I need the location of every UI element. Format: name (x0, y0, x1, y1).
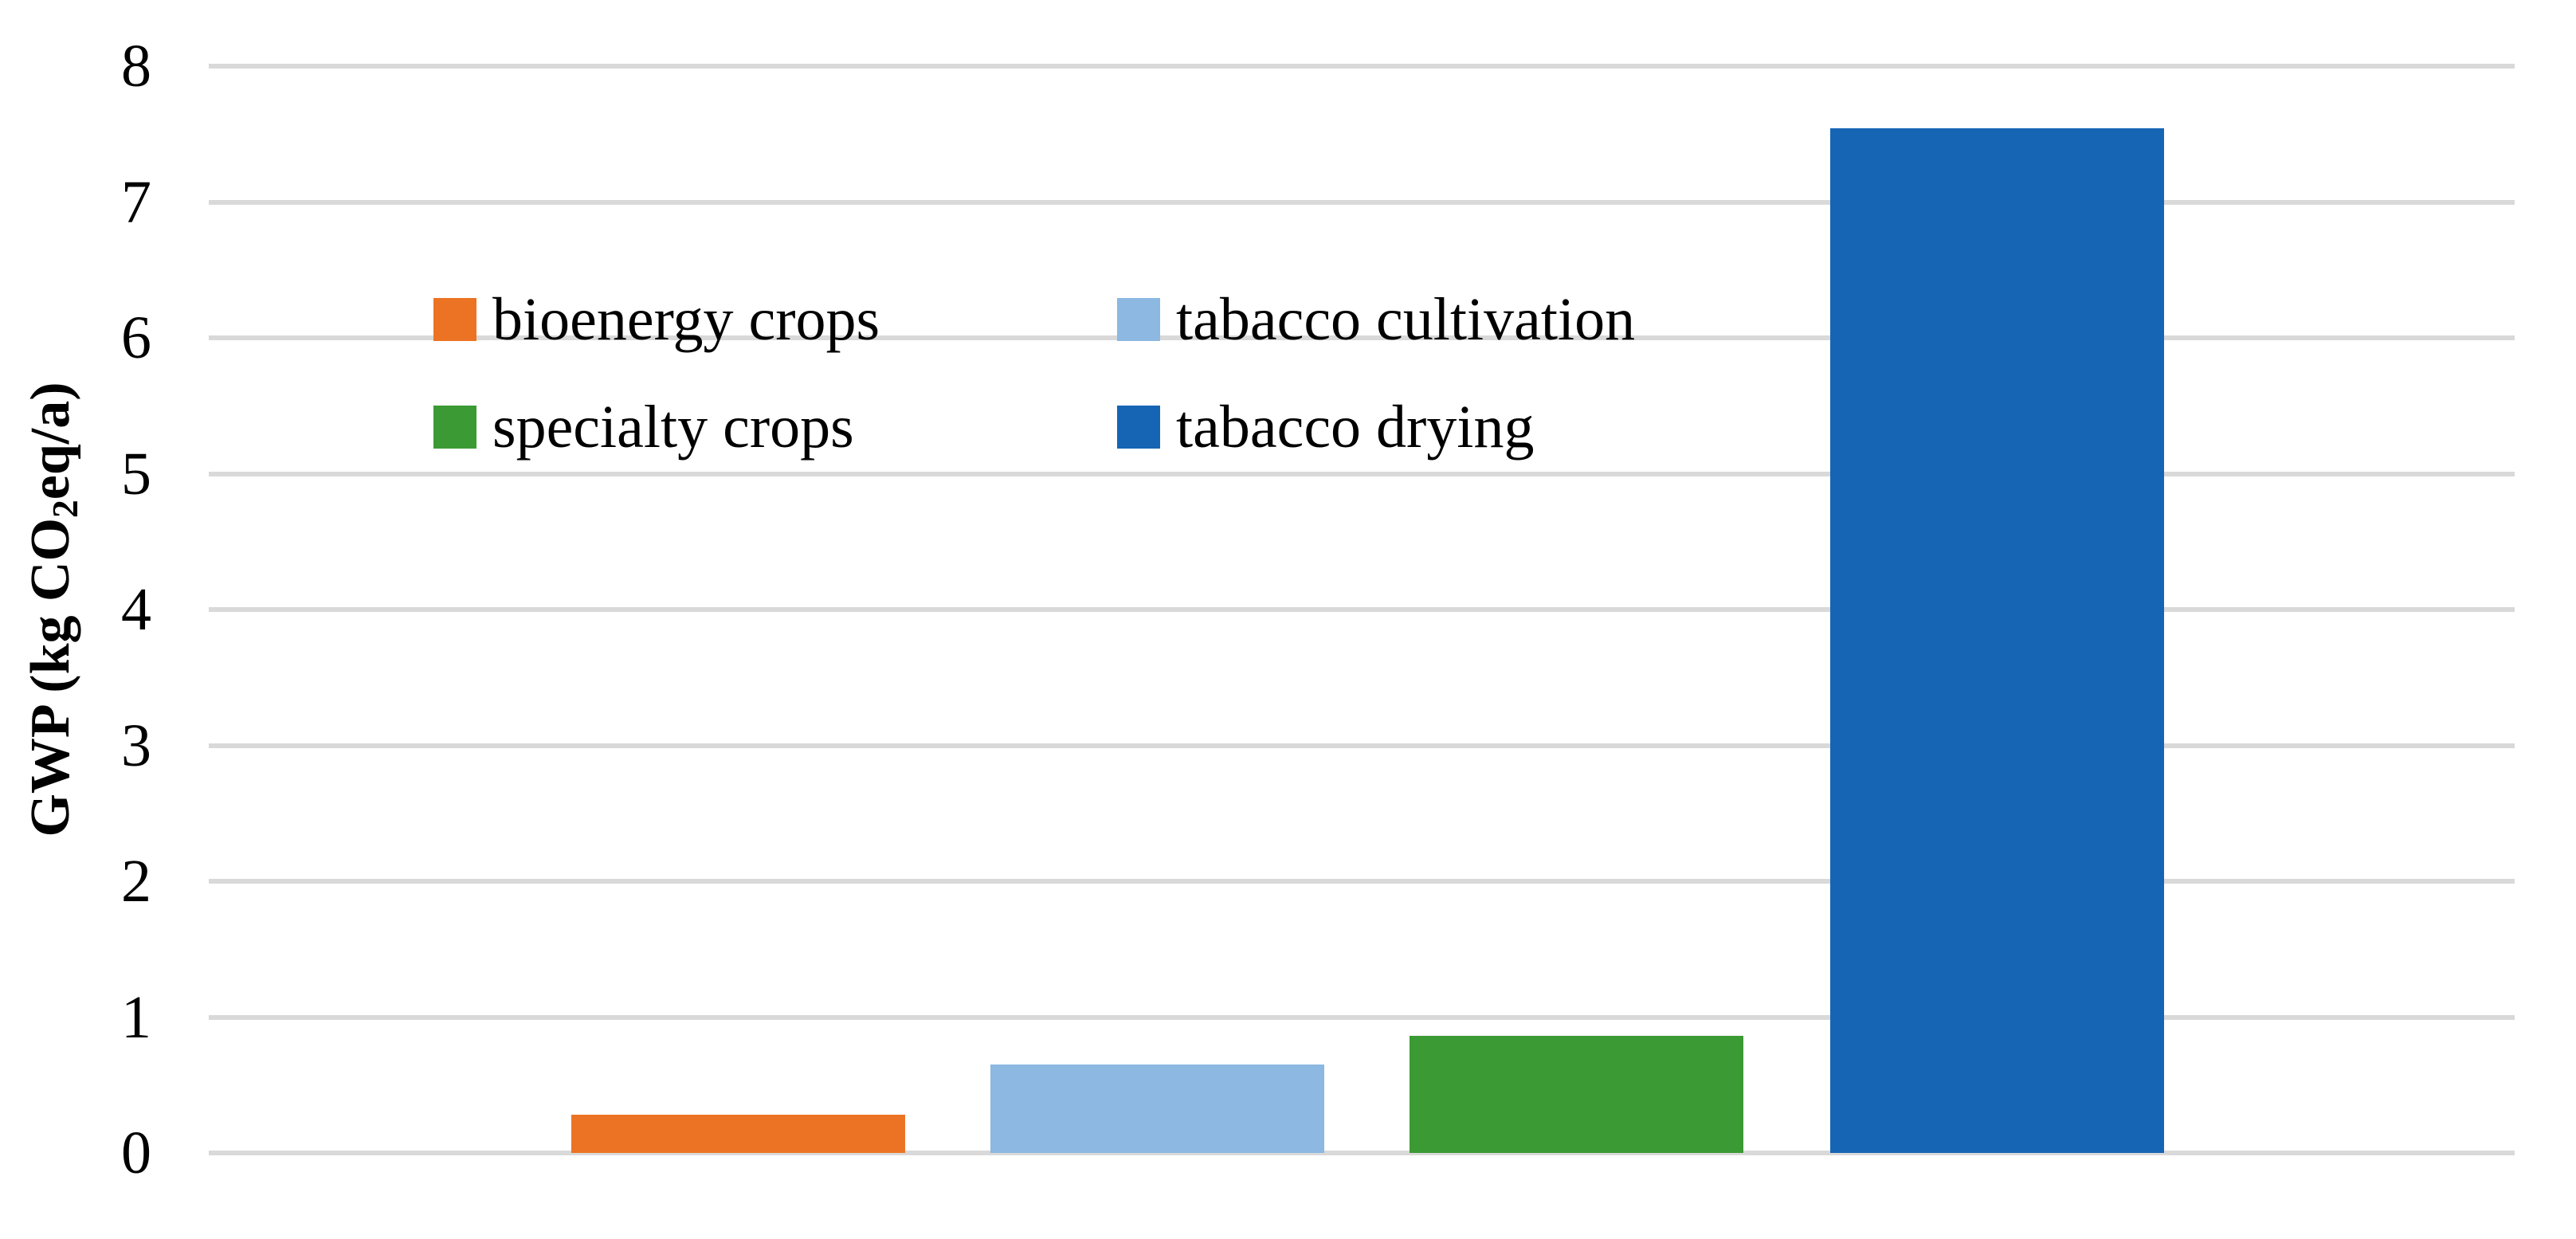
bar-bioenergy-crops (571, 1115, 905, 1153)
y-tick-label: 2 (121, 848, 151, 915)
gridline (209, 1151, 2515, 1155)
bar-tabacco-drying (1830, 128, 2164, 1153)
plot-area (209, 64, 2515, 1155)
legend-item-specialty-crops: specialty crops (433, 397, 854, 457)
gridline (209, 607, 2515, 612)
legend-item-tabacco-cultivation: tabacco cultivation (1117, 289, 1635, 350)
y-tick-label: 0 (121, 1119, 151, 1186)
gridline (209, 64, 2515, 69)
legend: bioenergy crops tabacco cultivation specia… (433, 289, 1788, 487)
legend-item-bioenergy-crops: bioenergy crops (433, 289, 880, 350)
legend-label: tabacco drying (1176, 394, 1535, 461)
y-tick-label: 4 (121, 576, 151, 643)
legend-item-tabacco-drying: tabacco drying (1117, 397, 1534, 457)
legend-swatch-icon (433, 406, 476, 449)
y-tick-label: 3 (121, 712, 151, 779)
gridline (209, 743, 2515, 748)
legend-swatch-icon (433, 298, 476, 341)
gridline (209, 471, 2515, 476)
bar-tabacco-cultivation (990, 1065, 1324, 1153)
gridline (209, 1014, 2515, 1020)
gridline (209, 199, 2515, 205)
y-tick-label: 1 (121, 983, 151, 1051)
y-tick-label: 6 (121, 304, 151, 371)
y-tick-label: 5 (121, 440, 151, 508)
legend-swatch-icon (1117, 298, 1160, 341)
gridline (209, 879, 2515, 884)
bar-specialty-crops (1410, 1036, 1743, 1153)
legend-label: bioenergy crops (492, 286, 880, 353)
y-tick-label: 7 (121, 168, 151, 236)
y-axis-title-text: GWP (kg CO (19, 517, 81, 837)
gridline (209, 335, 2515, 340)
legend-swatch-icon (1117, 406, 1160, 449)
legend-label: specialty crops (492, 394, 854, 461)
y-tick-label: 8 (121, 33, 151, 100)
legend-label: tabacco cultivation (1176, 286, 1636, 353)
